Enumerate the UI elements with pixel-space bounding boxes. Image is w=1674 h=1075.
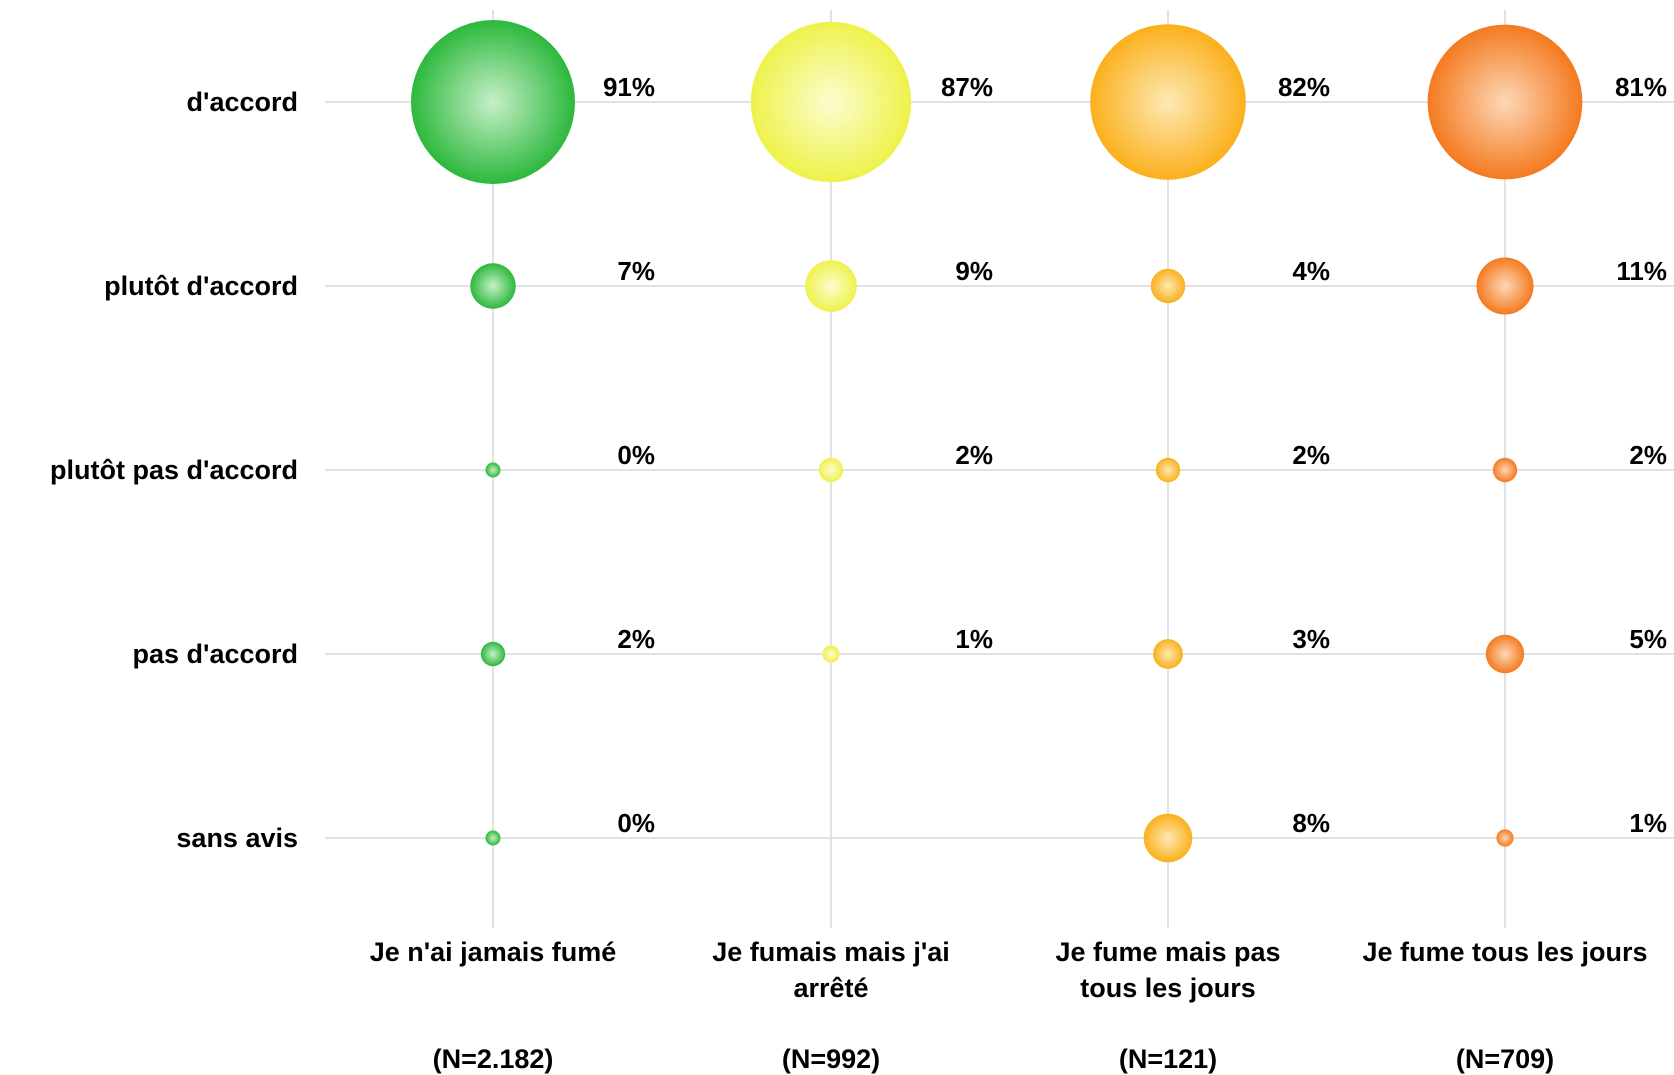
value-label: 81% [1615, 72, 1667, 102]
bubble [1476, 257, 1534, 315]
bubbles [411, 20, 1583, 863]
value-labels: 91% 7% 0% 2% 0% 87% 9% 2% 1% 82% 4% 2% 3% 8% 81% 11% 2% 5… [603, 72, 1667, 838]
column-n-label: (N=2.182) [433, 1044, 554, 1074]
bubble [485, 830, 501, 846]
column-label: Je fume tous les jours [1362, 937, 1647, 967]
column-label: Je fumais mais j'ai [712, 937, 950, 967]
value-label: 2% [955, 440, 993, 470]
bubble [1143, 813, 1193, 863]
row-label: pas d'accord [133, 639, 298, 669]
bubble [480, 641, 506, 667]
value-label: 9% [955, 256, 993, 286]
row-label: plutôt d'accord [104, 271, 298, 301]
bubble [1496, 829, 1514, 847]
row-label: d'accord [187, 87, 298, 117]
value-label: 0% [617, 440, 655, 470]
value-label: 2% [617, 624, 655, 654]
column-label: tous les jours [1080, 973, 1256, 1003]
value-label: 0% [617, 808, 655, 838]
bubble [1150, 268, 1186, 304]
column-label: Je fume mais pas [1055, 937, 1280, 967]
bubble [1492, 457, 1518, 483]
column-n-label: (N=709) [1456, 1044, 1554, 1074]
bubble [1090, 24, 1246, 180]
value-label: 82% [1278, 72, 1330, 102]
bubble [485, 462, 501, 478]
value-label: 7% [617, 256, 655, 286]
value-label: 2% [1629, 440, 1667, 470]
bubble [750, 21, 912, 183]
value-label: 8% [1292, 808, 1330, 838]
value-label: 4% [1292, 256, 1330, 286]
column-n-label: (N=121) [1119, 1044, 1217, 1074]
row-label: sans avis [176, 823, 298, 853]
row-label: plutôt pas d'accord [50, 455, 298, 485]
column-labels: Je n'ai jamais fumé (N=2.182) Je fumais ma… [370, 937, 1648, 1074]
column-n-label: (N=992) [782, 1044, 880, 1074]
value-label: 5% [1629, 624, 1667, 654]
bubble [470, 263, 516, 309]
bubble [822, 645, 840, 663]
value-label: 2% [1292, 440, 1330, 470]
value-label: 11% [1616, 256, 1667, 286]
value-label: 87% [941, 72, 993, 102]
value-label: 1% [1629, 808, 1667, 838]
value-label: 1% [955, 624, 993, 654]
bubble [1427, 24, 1583, 180]
row-labels: d'accord plutôt d'accord plutôt pas d'acco… [50, 87, 298, 853]
value-label: 91% [603, 72, 655, 102]
column-label: arrêté [793, 973, 868, 1003]
bubble [1155, 457, 1181, 483]
column-label: Je n'ai jamais fumé [370, 937, 617, 967]
bubble [411, 20, 575, 184]
bubble [805, 260, 857, 312]
bubble [1485, 634, 1525, 674]
bubble [818, 457, 844, 483]
bubble [1153, 639, 1183, 669]
value-label: 3% [1292, 624, 1330, 654]
